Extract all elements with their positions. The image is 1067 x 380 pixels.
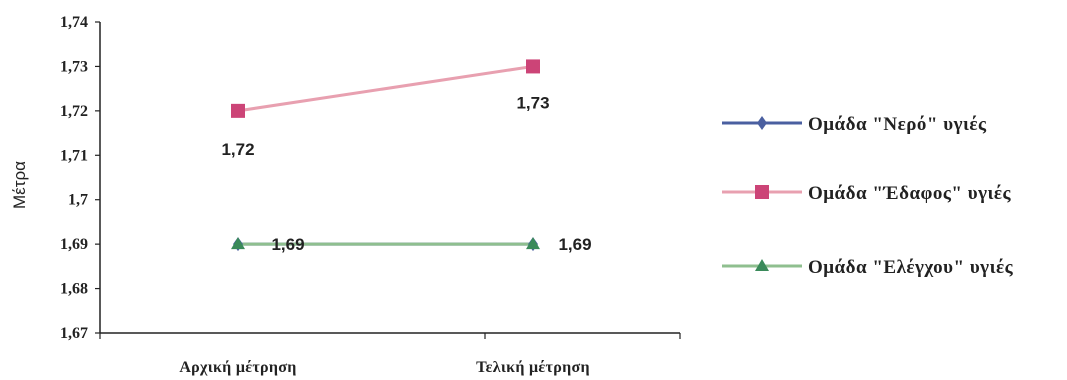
series-markers bbox=[231, 59, 540, 252]
series-line bbox=[237, 64, 534, 113]
legend-label: Ομάδα "Ελέγχου" υγιές bbox=[808, 257, 1014, 278]
y-tick-label: 1,72 bbox=[60, 103, 88, 120]
legend-marker bbox=[757, 116, 767, 130]
series-lines bbox=[237, 64, 534, 246]
legend-label: Ομάδα "Έδαφος" υγιές bbox=[808, 183, 1011, 204]
data-label: 1,72 bbox=[221, 140, 254, 159]
data-label: 1,73 bbox=[516, 93, 549, 112]
y-tick-label: 1,68 bbox=[60, 281, 88, 298]
data-label: 1,69 bbox=[271, 235, 304, 254]
y-tick-label: 1,67 bbox=[60, 325, 88, 342]
y-tick-label: 1,69 bbox=[60, 236, 88, 253]
y-axis-label: Μέτρα bbox=[10, 161, 29, 209]
data-labels: 1,72 1,73 1,69 1,69 bbox=[221, 93, 591, 254]
y-tick-labels: 1,67 1,68 1,69 1,7 1,71 1,72 1,73 1,74 bbox=[60, 14, 88, 342]
axes bbox=[95, 21, 681, 339]
legend: Ομάδα "Νερό" υγιές Ομάδα "Έδαφος" υγιές Ομ… bbox=[722, 114, 1014, 278]
data-label: 1,69 bbox=[558, 235, 591, 254]
y-tick-label: 1,74 bbox=[60, 14, 88, 31]
y-tick-label: 1,7 bbox=[68, 192, 88, 209]
x-tick-labels: Αρχική μέτρηση Τελική μέτρηση bbox=[179, 359, 590, 376]
data-point bbox=[526, 237, 540, 250]
x-tick-label: Αρχική μέτρηση bbox=[179, 359, 296, 376]
y-tick-label: 1,73 bbox=[60, 58, 88, 75]
data-point bbox=[231, 237, 245, 250]
x-tick-label: Τελική μέτρηση bbox=[476, 359, 590, 376]
data-point bbox=[526, 59, 540, 74]
y-tick-label: 1,71 bbox=[60, 147, 88, 164]
data-point bbox=[231, 103, 245, 118]
legend-label: Ομάδα "Νερό" υγιές bbox=[808, 114, 987, 135]
legend-marker bbox=[755, 185, 769, 199]
legend-marker bbox=[755, 259, 769, 271]
